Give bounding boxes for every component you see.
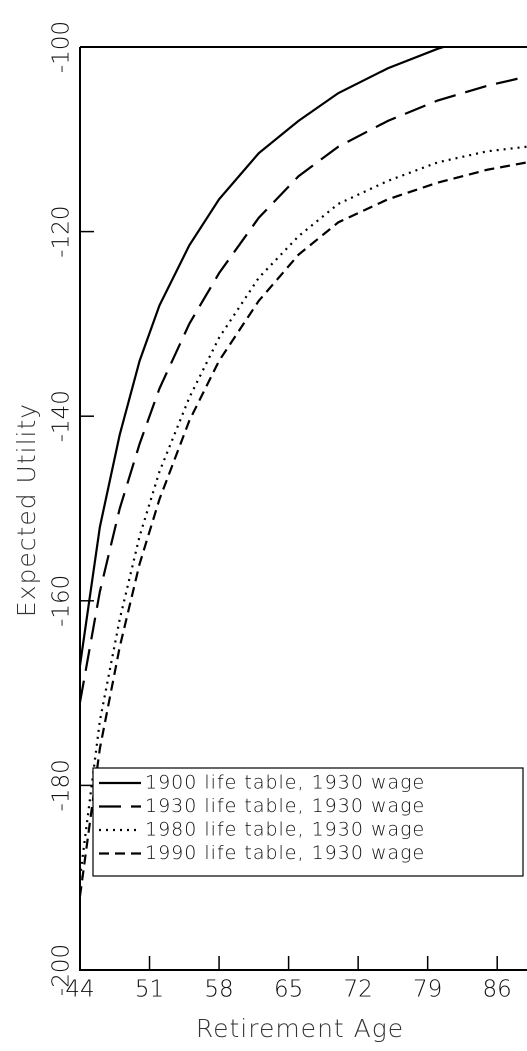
x-tick-label: 86	[483, 977, 512, 1003]
legend-box	[92, 767, 524, 877]
x-tick-label: 72	[343, 977, 372, 1003]
y-tick-label: -140	[49, 390, 75, 442]
series-line	[80, 161, 527, 897]
legend-label: 1930 life table, 1930 wage	[145, 795, 425, 817]
series-line	[80, 145, 527, 878]
plot-area	[80, 47, 527, 897]
x-tick-label: 44	[65, 977, 94, 1003]
series-line	[80, 75, 527, 703]
x-tick-label: 65	[274, 977, 303, 1003]
y-tick-label: -160	[49, 575, 75, 627]
y-tick-label: -100	[49, 21, 75, 73]
x-tick-label: 51	[135, 977, 164, 1003]
legend-label: 1990 life table, 1930 wage	[145, 842, 425, 864]
legend-label: 1980 life table, 1930 wage	[145, 819, 425, 841]
x-tick-label: 79	[413, 977, 442, 1003]
x-axis-title: Retirement Age	[196, 1014, 404, 1043]
y-tick-label: -200	[49, 944, 75, 996]
legend-label: 1900 life table, 1930 wage	[145, 772, 425, 794]
y-tick-label: -180	[49, 759, 75, 811]
x-tick-label: 58	[204, 977, 233, 1003]
series-line	[80, 47, 448, 666]
y-tick-label: -120	[49, 205, 75, 257]
y-axis-title: Expected Utility	[12, 403, 41, 617]
